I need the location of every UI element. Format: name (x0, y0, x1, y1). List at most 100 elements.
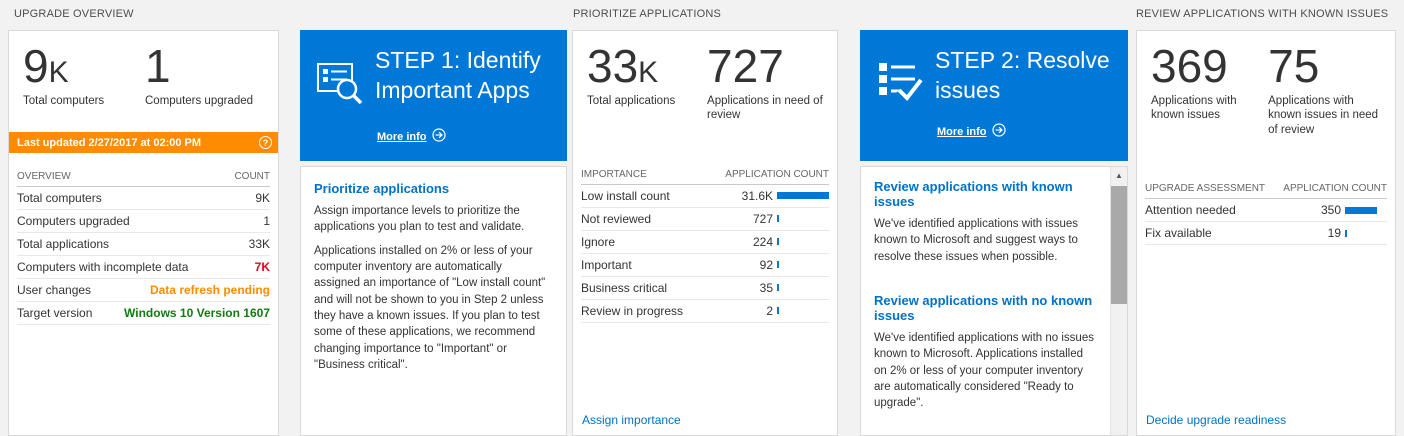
overview-stats: 9K Total computers 1 Computers upgraded (9, 31, 278, 108)
table-row[interactable]: Computers upgraded 1 (17, 210, 270, 234)
prioritize-applications-heading[interactable]: Prioritize applications (314, 181, 450, 196)
row-label: Business critical (581, 280, 668, 295)
stat-total-computers-label: Total computers (23, 94, 105, 107)
stat-apps-known-issues-value: 369 (1151, 40, 1228, 92)
table-row[interactable]: Target version Windows 10 Version 1607 (17, 302, 270, 326)
review-apps-no-known-issues-heading[interactable]: Review applications with no known issues (874, 292, 1093, 323)
row-count: 350 (1320, 203, 1341, 218)
assign-importance-link[interactable]: Assign importance (582, 413, 681, 427)
importance-table-header: IMPORTANCE APPLICATION COUNT (581, 165, 829, 185)
last-updated-banner: Last updated 2/27/2017 at 02:00 PM ? (9, 132, 278, 154)
stat-total-applications-value: 33K (587, 40, 659, 92)
row-count: 19 (1327, 226, 1341, 241)
row-label: Review in progress (581, 303, 684, 318)
upgrade-overview-card: 9K Total computers 1 Computers upgraded … (8, 30, 279, 436)
row-value: Data refresh pending (149, 283, 270, 298)
row-count: 224 (752, 234, 773, 249)
row-label: Important (581, 257, 632, 272)
importance-table: IMPORTANCE APPLICATION COUNT Low install… (581, 165, 829, 323)
row-label: Target version (17, 306, 93, 321)
review-apps-known-issues-heading[interactable]: Review applications with known issues (874, 179, 1073, 209)
stat-total-applications-label: Total applications (587, 94, 676, 107)
resolve-section: Review applications with no known issues… (874, 293, 1097, 412)
count-bar (1345, 206, 1377, 214)
decide-upgrade-readiness-link[interactable]: Decide upgrade readiness (1146, 413, 1287, 427)
importance-card: 33K Total applications 727 Applications … (572, 30, 838, 436)
help-icon[interactable]: ? (259, 136, 272, 150)
stat-apps-known-issues-review-value: 75 (1268, 40, 1320, 92)
stat-apps-known-issues-review: 75 Applications with known issues in nee… (1268, 43, 1395, 137)
scrollbar-thumb[interactable] (1111, 186, 1127, 304)
row-value: 9K (255, 191, 270, 206)
count-bar (777, 284, 779, 292)
section-header-upgrade-overview: UPGRADE OVERVIEW (14, 8, 134, 20)
scroll-up-button[interactable]: ▲ (1115, 171, 1123, 180)
table-row[interactable]: Important 92 (581, 254, 829, 277)
step1-title: STEP 1: Identify Important Apps (375, 47, 541, 103)
prioritize-paragraph: Assign importance levels to prioritize t… (314, 205, 525, 234)
scrollbar[interactable]: ▲ (1110, 167, 1127, 435)
step2-title: STEP 2: Resolve issues (935, 47, 1110, 103)
row-value: 33K (248, 237, 270, 252)
count-bar (777, 261, 779, 269)
upgrade-assessment-table-header: UPGRADE ASSESSMENT APPLICATION COUNT (1145, 179, 1387, 200)
table-row[interactable]: Computers with incomplete data 7K (17, 256, 270, 280)
table-row[interactable]: Not reviewed 727 (581, 208, 829, 231)
column-header: IMPORTANCE (581, 168, 647, 180)
stat-apps-need-review-label: Applications in need of review (707, 94, 823, 122)
step1-tile[interactable]: STEP 1: Identify Important Apps More inf… (300, 30, 567, 161)
table-row[interactable]: Attention needed 350 (1145, 199, 1387, 223)
review-apps-known-issues-text: We've identified applications with issue… (874, 218, 1078, 263)
table-row[interactable]: Total applications 33K (17, 233, 270, 257)
upgrade-assessment-table: UPGRADE ASSESSMENT APPLICATION COUNT Att… (1145, 179, 1387, 246)
table-row[interactable]: Business critical 35 (581, 277, 829, 300)
table-row[interactable]: Ignore 224 (581, 231, 829, 254)
overview-table-header: OVERVIEW COUNT (17, 167, 270, 188)
stat-total-computers: 9K Total computers (23, 43, 145, 108)
row-label: Fix available (1145, 226, 1212, 241)
column-header: APPLICATION COUNT (725, 168, 829, 180)
arrow-circle-icon (991, 123, 1006, 140)
stat-computers-upgraded-label: Computers upgraded (145, 94, 254, 107)
identify-apps-icon (315, 57, 365, 112)
row-label: Attention needed (1145, 203, 1236, 218)
table-row[interactable]: Low install count 31.6K (581, 185, 829, 208)
step2-tile[interactable]: STEP 2: Resolve issues More info (860, 30, 1128, 161)
table-row[interactable]: Fix available 19 (1145, 222, 1387, 246)
row-count: 727 (752, 211, 773, 226)
table-row[interactable]: Review in progress 2 (581, 300, 829, 323)
row-count: 31.6K (741, 188, 773, 203)
stat-computers-upgraded-value: 1 (145, 40, 171, 92)
row-label: Low install count (581, 188, 670, 203)
importance-stats: 33K Total applications 727 Applications … (573, 31, 837, 123)
step1-more-info-link[interactable]: More info (377, 128, 446, 145)
stat-apps-need-review-value: 727 (707, 40, 784, 92)
stat-total-applications: 33K Total applications (587, 43, 707, 123)
table-row[interactable]: Total computers 9K (17, 187, 270, 211)
count-bar (777, 238, 779, 246)
count-bar (777, 215, 779, 223)
known-issues-stats: 369 Applications with known issues 75 Ap… (1137, 31, 1395, 137)
last-updated-text: Last updated 2/27/2017 at 02:00 PM (17, 136, 202, 149)
count-bar (777, 192, 829, 200)
stat-total-computers-value: 9K (23, 40, 69, 92)
stat-apps-need-review: 727 Applications in need of review (707, 43, 837, 123)
count-bar (1345, 229, 1347, 237)
row-count: 92 (759, 257, 773, 272)
section-header-prioritize-applications: PRIORITIZE APPLICATIONS (573, 8, 722, 20)
known-issues-card: 369 Applications with known issues 75 Ap… (1136, 30, 1396, 436)
step2-more-info-link[interactable]: More info (937, 123, 1006, 140)
count-bar (777, 307, 779, 315)
column-header: APPLICATION COUNT (1283, 183, 1387, 195)
table-row[interactable]: User changes Data refresh pending (17, 279, 270, 303)
row-label: Ignore (581, 234, 616, 249)
row-count: 2 (766, 303, 773, 318)
row-count: 35 (759, 280, 773, 295)
stat-apps-known-issues: 369 Applications with known issues (1151, 43, 1268, 137)
prioritize-paragraph: Applications installed on 2% or less of … (314, 244, 546, 371)
section-header-review-known-issues: REVIEW APPLICATIONS WITH KNOWN ISSUES (1136, 8, 1389, 20)
column-header: COUNT (234, 171, 270, 183)
row-label: Computers upgraded (17, 214, 130, 229)
column-header: UPGRADE ASSESSMENT (1145, 183, 1266, 195)
stat-apps-known-issues-label: Applications with known issues (1151, 94, 1237, 122)
